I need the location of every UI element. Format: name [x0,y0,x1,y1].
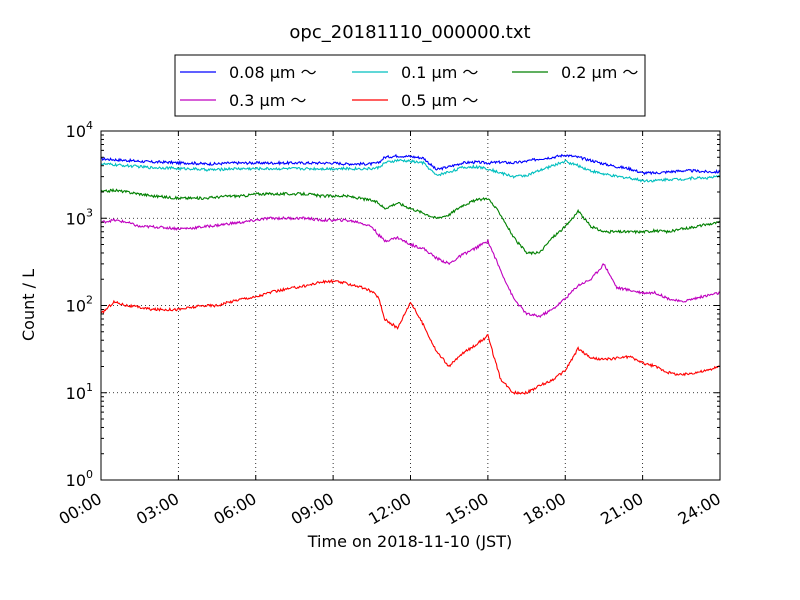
y-tick-label: 102 [66,294,93,316]
chart-title: opc_20181110_000000.txt [289,22,530,43]
series-line [100,278,721,395]
series-line [101,153,721,176]
y-tick-label: 103 [66,206,93,228]
x-tick-label: 09:00 [288,489,337,529]
legend: 0.08 μm ～ 0.1 μm ～ 0.2 μm ～ 0.3 μm ～ 0.5 μm … [174,54,646,117]
series-line [100,158,721,183]
y-tick-label: 100 [66,468,93,490]
legend-label: 0.08 μm ～ [229,63,317,82]
series-lines [100,153,721,395]
y-axis-label: Count / L [19,269,38,341]
x-tick-label: 15:00 [442,489,491,529]
x-tick-label: 21:00 [597,489,646,529]
y-tick-label: 101 [66,381,93,403]
series-line [100,187,721,256]
x-axis-label: Time on 2018-11-10 (JST) [307,532,512,551]
x-tick-label: 24:00 [675,489,724,529]
plot-area [101,131,720,480]
x-tick-label: 06:00 [210,489,259,529]
legend-label: 0.5 μm ～ [401,91,478,110]
x-tick-label: 00:00 [56,489,105,529]
x-tick-label: 18:00 [520,489,569,529]
legend-label: 0.2 μm ～ [561,63,638,82]
series-line [100,215,721,318]
legend-label: 0.1 μm ～ [401,63,478,82]
x-tick-label: 12:00 [365,489,414,529]
x-tick-label: 03:00 [133,489,182,529]
legend-box [174,54,646,117]
legend-label: 0.3 μm ～ [229,91,306,110]
y-tick-label: 104 [66,119,93,141]
